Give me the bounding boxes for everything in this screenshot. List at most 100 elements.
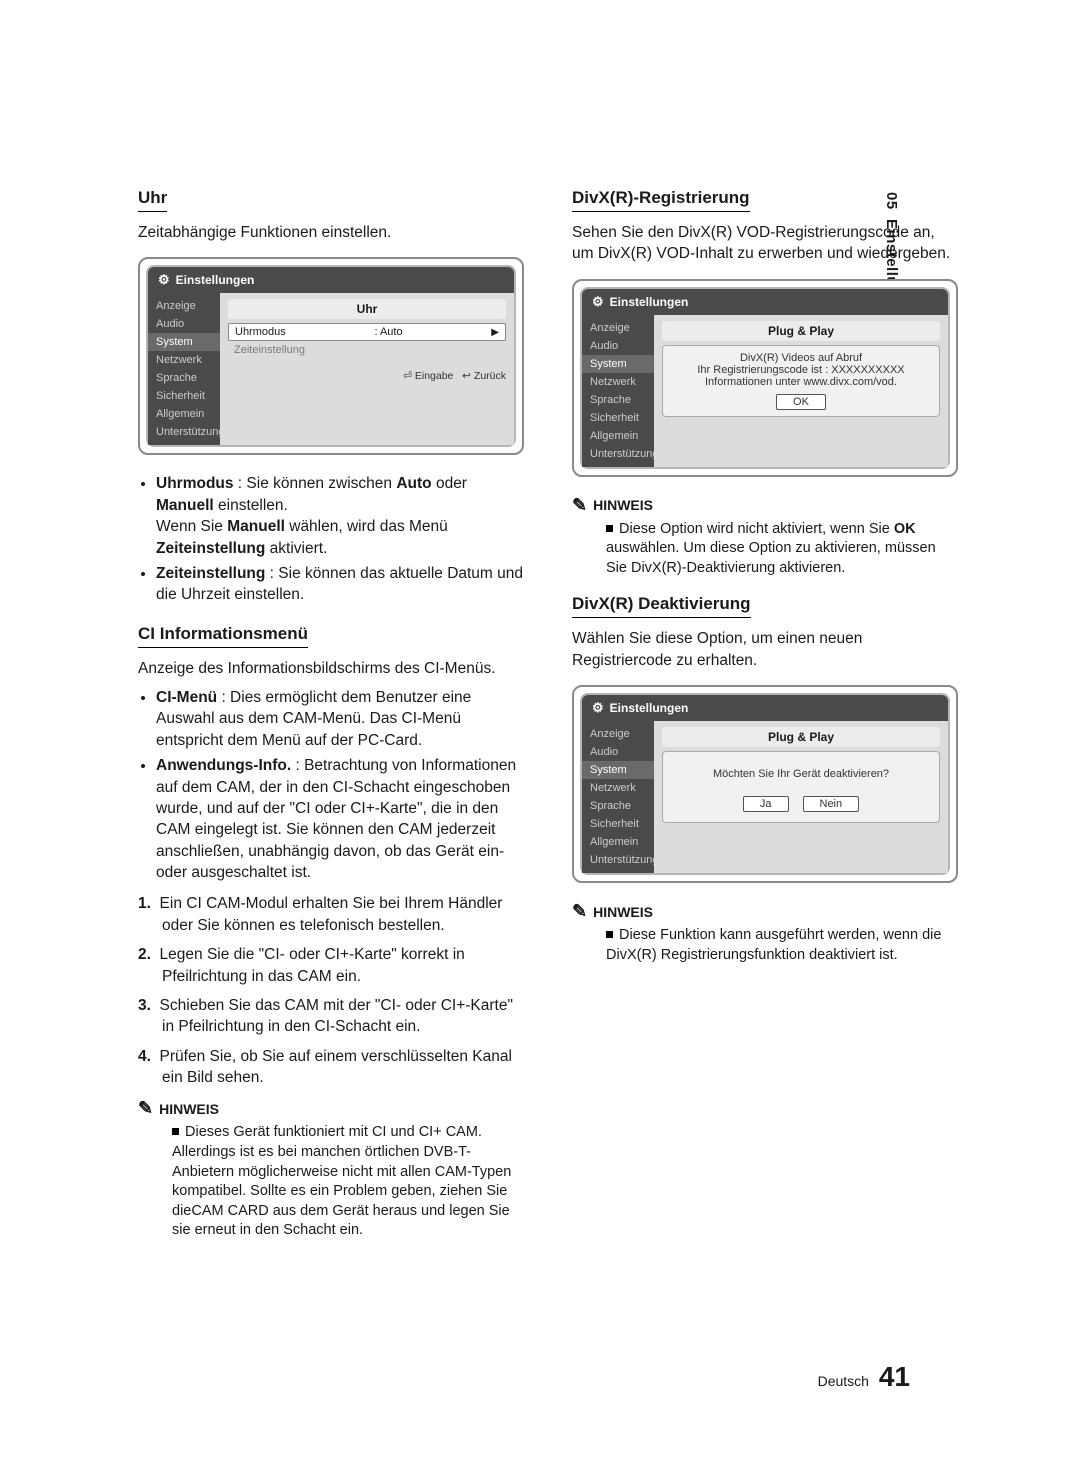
enter-label: Eingabe [415, 370, 454, 382]
bullet-square-icon [606, 931, 613, 938]
note-text: Diese Funktion kann ausgeführt werden, w… [606, 927, 941, 963]
ci-intro: Anzeige des Informationsbildschirms des … [138, 658, 524, 679]
note-icon: ✎ [138, 1098, 153, 1119]
note-heading-ci: ✎ HINWEIS [138, 1098, 524, 1119]
sidebar-item[interactable]: Anzeige [582, 319, 654, 337]
list-item: 4. Prüfen Sie, ob Sie auf einem verschlü… [138, 1046, 524, 1089]
list-item: Zeiteinstellung : Sie können das aktuell… [156, 563, 524, 606]
device-panel-uhr: ⚙ Einstellungen AnzeigeAudioSystemNetzwe… [138, 257, 524, 455]
sidebar-item[interactable]: Unterstützung [582, 445, 654, 463]
list-item: Anwendungs-Info. : Betrachtung von Infor… [156, 755, 524, 883]
sidebar-item[interactable]: Netzwerk [582, 373, 654, 391]
ci-steps: 1. Ein CI CAM-Modul erhalten Sie bei Ihr… [138, 893, 524, 1088]
note-text: Diese Option wird nicht aktiviert, wenn … [606, 521, 936, 576]
sidebar-item[interactable]: System [582, 761, 654, 779]
device-header: ⚙ Einstellungen [582, 695, 948, 721]
sidebar-item[interactable]: Sicherheit [582, 409, 654, 427]
note-heading-deact: ✎ HINWEIS [572, 901, 958, 922]
sidebar-item[interactable]: Allgemein [582, 833, 654, 851]
divx-deact-intro: Wählen Sie diese Option, um einen neuen … [572, 628, 958, 671]
device-footer: ⏎ Eingabe ↩ Zurück [228, 370, 506, 382]
sidebar-item[interactable]: Netzwerk [582, 779, 654, 797]
note-text: Dieses Gerät funktioniert mit CI und CI+… [172, 1124, 511, 1238]
list-item: CI-Menü : Dies ermöglicht dem Benutzer e… [156, 687, 524, 751]
ok-button[interactable]: OK [776, 394, 826, 410]
gear-icon: ⚙ [592, 294, 604, 310]
divx-reg-intro: Sehen Sie den DivX(R) VOD-Registrierungs… [572, 222, 958, 265]
sidebar-item[interactable]: Unterstützung [582, 851, 654, 869]
chevron-right-icon: ▶ [491, 327, 499, 338]
sidebar-item[interactable]: Sprache [582, 391, 654, 409]
list-item: 1. Ein CI CAM-Modul erhalten Sie bei Ihr… [138, 893, 524, 936]
sidebar-item[interactable]: Sicherheit [148, 387, 220, 405]
device-pane-title: Uhr [228, 299, 506, 319]
note-title: HINWEIS [159, 1101, 219, 1117]
note-body-deact: Diese Funktion kann ausgeführt werden, w… [606, 926, 958, 965]
uhr-bullets: Uhrmodus : Sie können zwischen Auto oder… [138, 473, 524, 605]
list-item: 2. Legen Sie die "CI- oder CI+-Karte" ko… [138, 944, 524, 987]
note-icon: ✎ [572, 901, 587, 922]
uhr-intro: Zeitabhängige Funktionen einstellen. [138, 222, 524, 243]
list-item: Uhrmodus : Sie können zwischen Auto oder… [156, 473, 524, 559]
sidebar-item[interactable]: Netzwerk [148, 351, 220, 369]
device-title-text: Einstellungen [610, 701, 689, 715]
note-heading-reg: ✎ HINWEIS [572, 495, 958, 516]
bullet-square-icon [606, 525, 613, 532]
section-title-divx-deact: DivX(R) Deaktivierung [572, 594, 751, 618]
bullet-square-icon [172, 1128, 179, 1135]
popup-line: Informationen unter www.divx.com/vod. [671, 376, 931, 388]
section-title-uhr: Uhr [138, 188, 167, 212]
device-row-zeiteinstellung[interactable]: Zeiteinstellung [228, 344, 506, 356]
device-main: Uhr Uhrmodus : Auto ▶ Zeiteinstellung ⏎ … [220, 293, 514, 445]
device-title-text: Einstellungen [610, 295, 689, 309]
sidebar-item[interactable]: Allgemein [582, 427, 654, 445]
note-icon: ✎ [572, 495, 587, 516]
note-body-ci: Dieses Gerät funktioniert mit CI und CI+… [172, 1123, 524, 1240]
device-main: Plug & Play Möchten Sie Ihr Gerät deakti… [654, 721, 948, 873]
device-main: Plug & Play DivX(R) Videos auf Abruf Ihr… [654, 315, 948, 467]
device-row-uhrmodus[interactable]: Uhrmodus : Auto ▶ [228, 323, 506, 341]
page-footer: Deutsch 41 [818, 1361, 910, 1393]
device-popup-deact: Möchten Sie Ihr Gerät deaktivieren? Ja N… [662, 751, 940, 823]
popup-line: Ihr Registrierungscode ist : XXXXXXXXXX [671, 364, 931, 376]
section-title-ci: CI Informationsmenü [138, 624, 308, 648]
device-header: ⚙ Einstellungen [148, 267, 514, 293]
sidebar-item[interactable]: Anzeige [582, 725, 654, 743]
footer-lang: Deutsch [818, 1373, 869, 1389]
sidebar-item[interactable]: Sprache [148, 369, 220, 387]
sidebar-item[interactable]: Sprache [582, 797, 654, 815]
sidebar-item[interactable]: Unterstützung [148, 423, 220, 441]
note-title: HINWEIS [593, 904, 653, 920]
gear-icon: ⚙ [158, 272, 170, 288]
no-button[interactable]: Nein [803, 796, 860, 812]
device-sidebar[interactable]: AnzeigeAudioSystemNetzwerkSpracheSicherh… [582, 721, 654, 873]
sidebar-item[interactable]: Sicherheit [582, 815, 654, 833]
sidebar-item[interactable]: Audio [582, 743, 654, 761]
ci-bullets: CI-Menü : Dies ermöglicht dem Benutzer e… [138, 687, 524, 883]
popup-line: Möchten Sie Ihr Gerät deaktivieren? [671, 768, 931, 780]
device-panel-divx-deact: ⚙ Einstellungen AnzeigeAudioSystemNetzwe… [572, 685, 958, 883]
back-label: Zurück [474, 370, 506, 382]
device-pane-title: Plug & Play [662, 727, 940, 747]
sidebar-item[interactable]: System [582, 355, 654, 373]
device-panel-divx-reg: ⚙ Einstellungen AnzeigeAudioSystemNetzwe… [572, 279, 958, 477]
sidebar-item[interactable]: Allgemein [148, 405, 220, 423]
sidebar-item[interactable]: Audio [148, 315, 220, 333]
row-value: : Auto [374, 326, 402, 338]
yes-button[interactable]: Ja [743, 796, 789, 812]
right-column: DivX(R)-Registrierung Sehen Sie den DivX… [572, 188, 958, 1241]
device-header: ⚙ Einstellungen [582, 289, 948, 315]
device-sidebar[interactable]: AnzeigeAudioSystemNetzwerkSpracheSicherh… [148, 293, 220, 445]
note-title: HINWEIS [593, 497, 653, 513]
page-number: 41 [879, 1361, 910, 1392]
device-sidebar[interactable]: AnzeigeAudioSystemNetzwerkSpracheSicherh… [582, 315, 654, 467]
sidebar-item[interactable]: Anzeige [148, 297, 220, 315]
row-label: Uhrmodus [235, 326, 286, 338]
device-title-text: Einstellungen [176, 273, 255, 287]
section-title-divx-reg: DivX(R)-Registrierung [572, 188, 750, 212]
sidebar-item[interactable]: System [148, 333, 220, 351]
enter-icon: ⏎ [403, 370, 412, 382]
popup-line: DivX(R) Videos auf Abruf [671, 352, 931, 364]
gear-icon: ⚙ [592, 700, 604, 716]
sidebar-item[interactable]: Audio [582, 337, 654, 355]
